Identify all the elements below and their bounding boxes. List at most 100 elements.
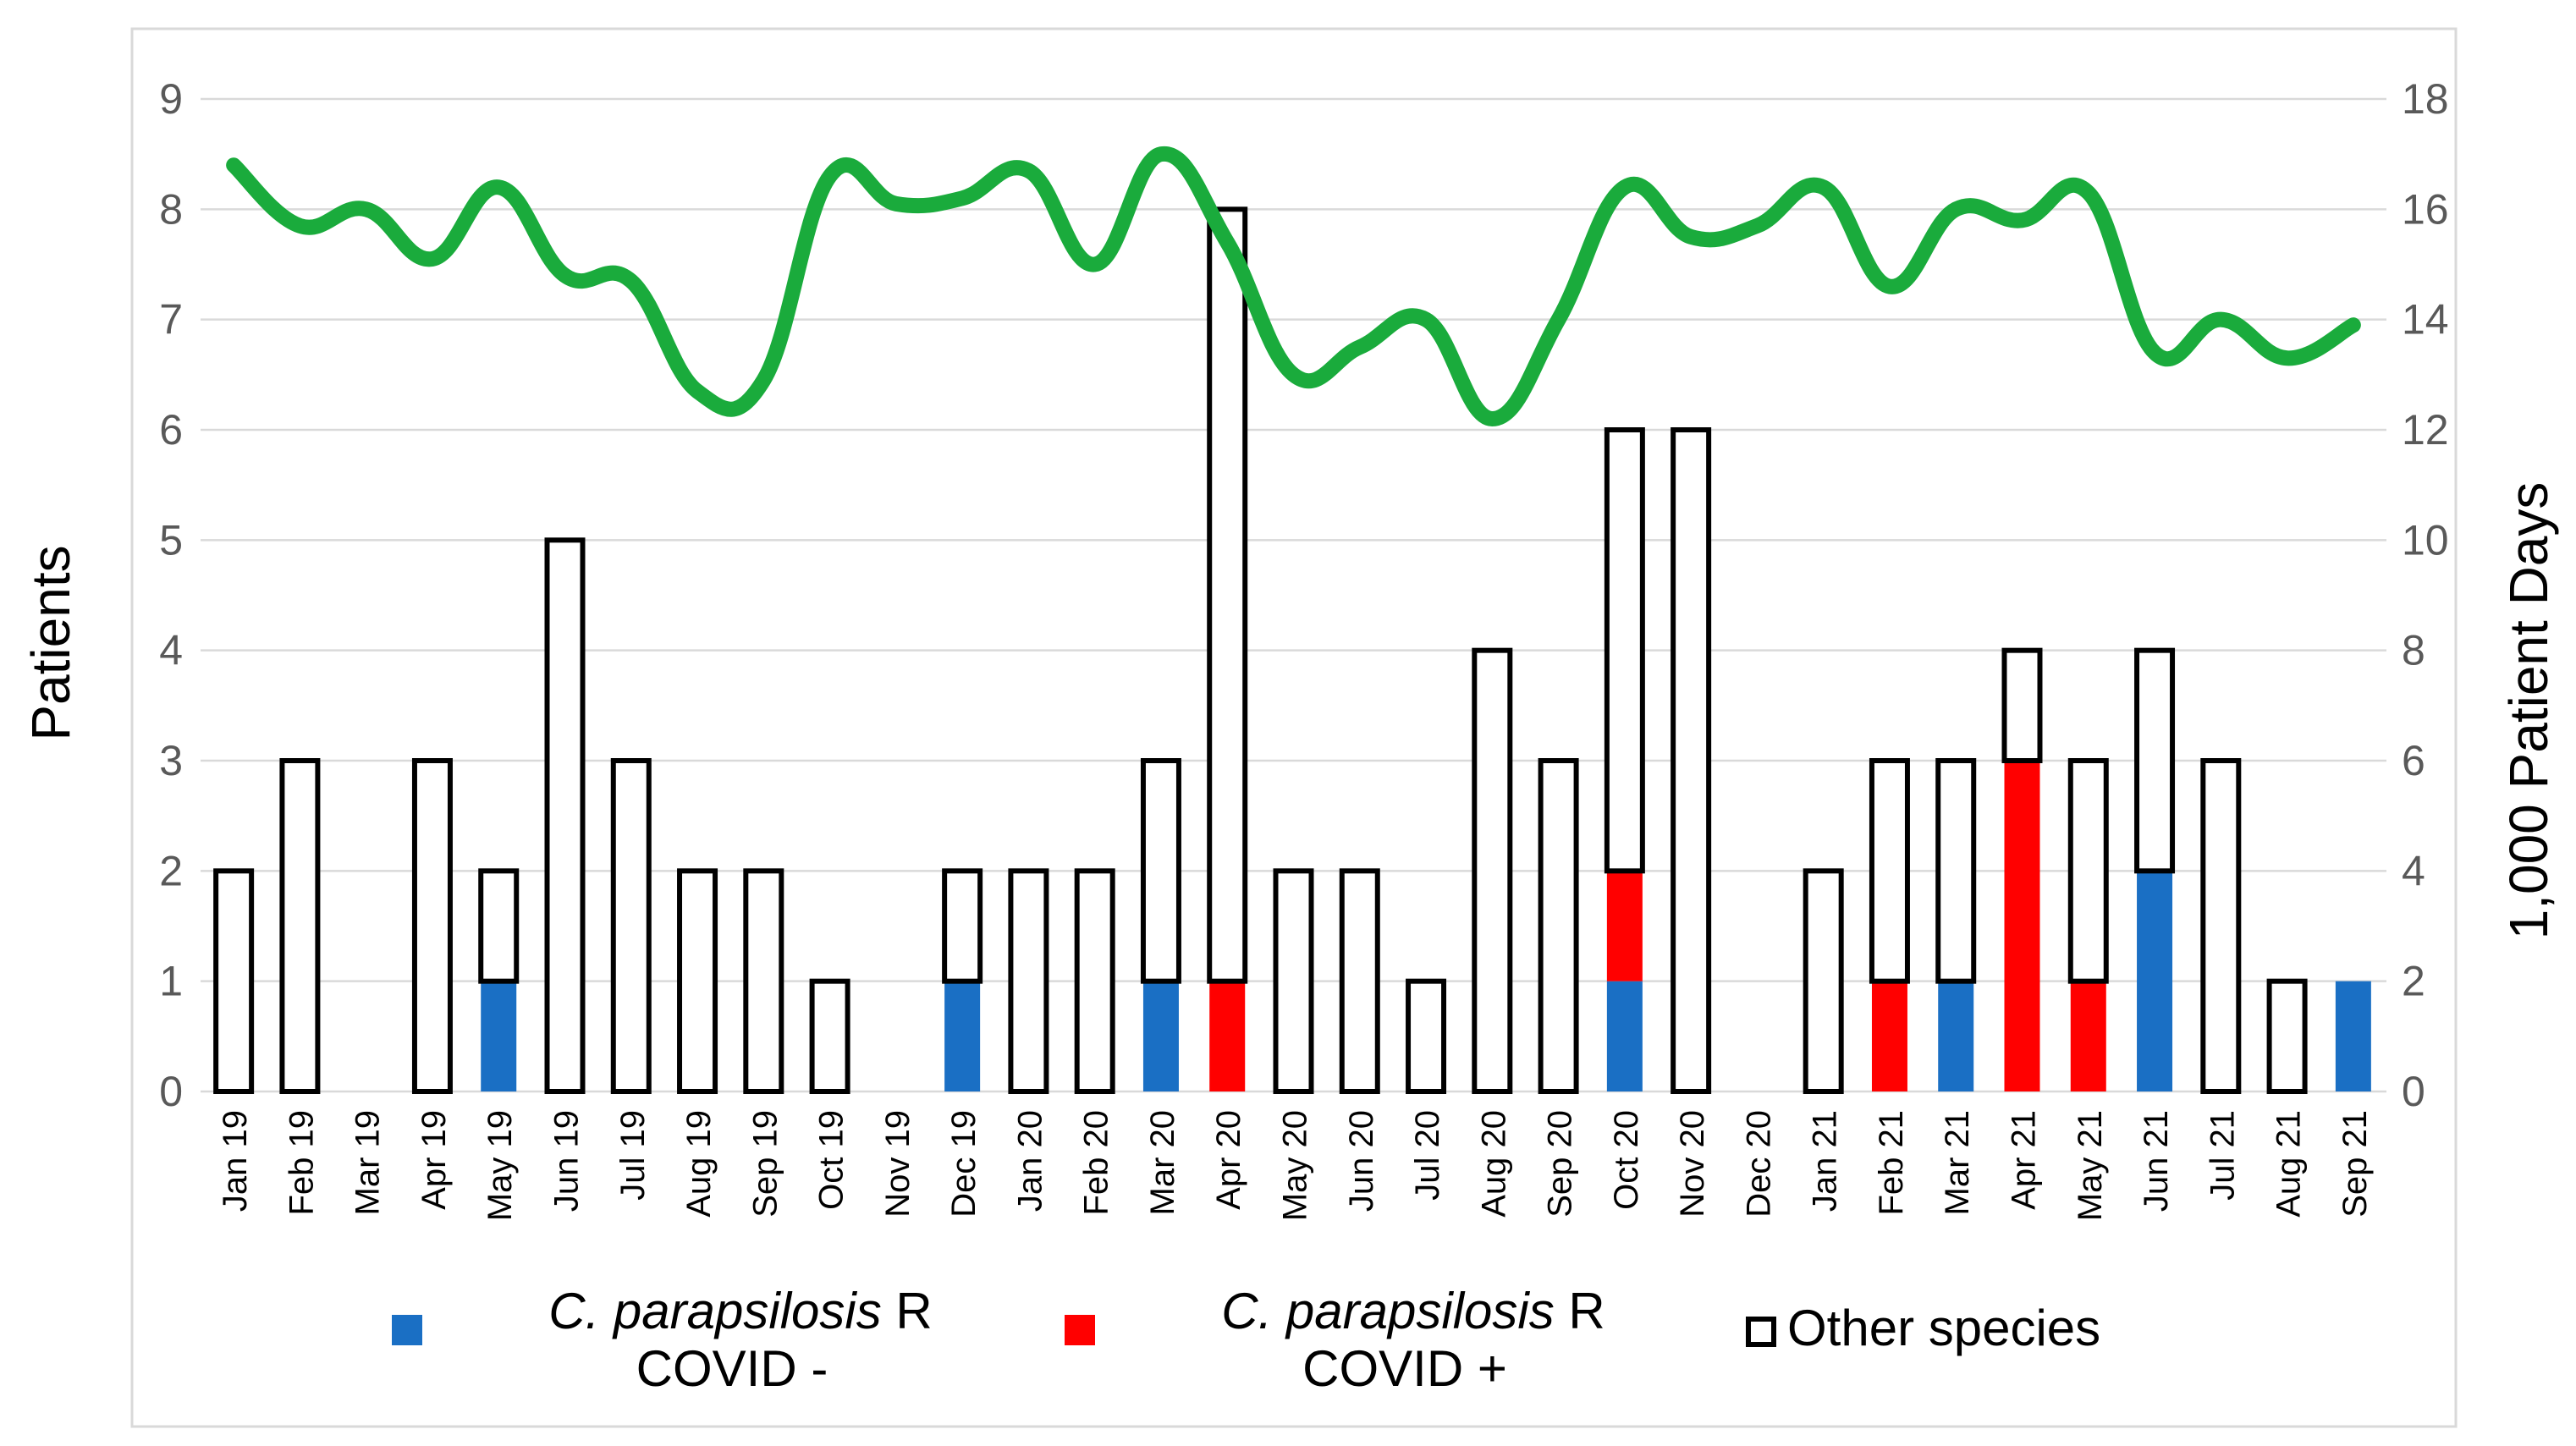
bar-segment bbox=[1207, 206, 1248, 984]
y-tick-label: 4 bbox=[159, 627, 183, 674]
y-tick-label: 0 bbox=[159, 1068, 183, 1115]
bar-segment bbox=[2001, 647, 2043, 764]
y-tick-label: 9 bbox=[159, 75, 183, 123]
y2-tick-label: 18 bbox=[2402, 75, 2449, 123]
y-tick-label: 8 bbox=[159, 185, 183, 233]
x-tick-label: Jan 21 bbox=[1807, 1110, 1844, 1212]
x-tick-label: May 20 bbox=[1277, 1110, 1314, 1221]
bar-segment bbox=[2137, 871, 2173, 1091]
bar-segment bbox=[1142, 981, 1179, 1091]
x-tick-label: Apr 19 bbox=[416, 1110, 453, 1210]
x-tick-label: Aug 19 bbox=[680, 1110, 718, 1218]
x-tick-label: Nov 20 bbox=[1674, 1110, 1711, 1218]
x-tick-label: Sep 21 bbox=[2337, 1110, 2374, 1218]
x-tick-label: Jun 20 bbox=[1343, 1110, 1380, 1212]
legend-swatch-other bbox=[1746, 1317, 1776, 1347]
bar-segment bbox=[944, 981, 981, 1091]
bar-segment bbox=[1008, 868, 1049, 1095]
x-tick-label: Mar 19 bbox=[350, 1110, 387, 1216]
x-tick-label: Feb 19 bbox=[283, 1110, 320, 1216]
bar-segment bbox=[1074, 868, 1115, 1095]
bar-segment bbox=[1406, 978, 1447, 1094]
bar-segment bbox=[1538, 758, 1579, 1094]
bar-segment bbox=[942, 868, 983, 984]
bar-segment bbox=[2134, 647, 2176, 874]
legend-label-suffix: R bbox=[882, 1283, 933, 1339]
x-axis-ticks: Jan 19 Feb 19 Mar 19 Apr 19 May 19 Jun 19 Jul … bbox=[217, 1110, 2374, 1221]
y-tick-label: 5 bbox=[159, 516, 183, 564]
bar-segment bbox=[677, 868, 718, 1095]
x-tick-label: Jun 21 bbox=[2138, 1110, 2175, 1212]
x-tick-label: Jul 19 bbox=[614, 1110, 652, 1201]
y-axis-left-label: Patients bbox=[20, 545, 81, 740]
legend-label-covid-neg-line2: COVID - bbox=[636, 1340, 828, 1397]
x-tick-label: Oct 19 bbox=[813, 1110, 850, 1210]
chart-border bbox=[130, 27, 2458, 1428]
x-tick-label: Sep 19 bbox=[746, 1110, 784, 1218]
x-tick-label: Jul 21 bbox=[2204, 1110, 2241, 1201]
y-tick-label: 6 bbox=[159, 406, 183, 454]
line-series-group bbox=[226, 146, 2361, 426]
x-tick-label: Feb 20 bbox=[1078, 1110, 1115, 1216]
bar-segment bbox=[1339, 868, 1380, 1095]
bar-segment bbox=[1209, 981, 1246, 1091]
y2-tick-label: 10 bbox=[2402, 516, 2449, 564]
x-tick-label: Oct 20 bbox=[1608, 1110, 1645, 1210]
patient-days-line bbox=[226, 146, 2361, 426]
y-tick-label: 1 bbox=[159, 958, 183, 1005]
legend-label-italic: C. parapsilosis bbox=[548, 1283, 882, 1339]
bar-segment bbox=[1140, 758, 1181, 984]
bar-segment bbox=[411, 758, 453, 1094]
x-tick-label: Jul 20 bbox=[1409, 1110, 1446, 1201]
legend-label-other: Other species bbox=[1787, 1300, 2100, 1356]
y2-tick-label: 14 bbox=[2402, 296, 2449, 344]
bar-segment bbox=[1472, 647, 1513, 1094]
bar-segment bbox=[1938, 981, 1974, 1091]
x-tick-label: Jan 19 bbox=[217, 1110, 254, 1212]
bar-segment bbox=[1871, 981, 1907, 1091]
x-tick-label: May 21 bbox=[2072, 1110, 2109, 1221]
x-tick-label: Jan 20 bbox=[1011, 1110, 1049, 1212]
y2-tick-label: 12 bbox=[2402, 406, 2449, 454]
bar-segment bbox=[610, 758, 652, 1094]
x-tick-label: Apr 21 bbox=[2006, 1110, 2043, 1210]
y-tick-label: 3 bbox=[159, 737, 183, 784]
x-tick-label: Feb 21 bbox=[1873, 1110, 1910, 1216]
legend-label-suffix: R bbox=[1555, 1283, 1605, 1339]
legend-label-covid-pos-line2: COVID + bbox=[1302, 1340, 1507, 1397]
bar-segment bbox=[1604, 427, 1645, 874]
legend-label-covid-neg: C. parapsilosis R bbox=[548, 1283, 933, 1339]
y2-tick-label: 16 bbox=[2402, 185, 2449, 233]
x-tick-label: Aug 21 bbox=[2271, 1110, 2308, 1218]
bar-segment bbox=[213, 868, 255, 1095]
bar-segment bbox=[2004, 761, 2040, 1091]
y2-tick-label: 2 bbox=[2402, 958, 2425, 1005]
bar-segment bbox=[1935, 758, 1977, 984]
bar-segment bbox=[544, 537, 586, 1094]
legend-label-italic: C. parapsilosis bbox=[1221, 1283, 1555, 1339]
bar-segment bbox=[1869, 758, 1910, 984]
legend-swatch-covid-neg bbox=[392, 1315, 422, 1345]
y2-tick-label: 8 bbox=[2402, 627, 2425, 674]
bar-segment bbox=[2335, 981, 2371, 1091]
bar-segment bbox=[1803, 868, 1844, 1095]
x-tick-label: Mar 21 bbox=[1939, 1110, 1976, 1216]
x-tick-label: Apr 20 bbox=[1210, 1110, 1247, 1210]
y2-tick-label: 6 bbox=[2402, 737, 2425, 784]
legend-label-covid-pos: C. parapsilosis R bbox=[1221, 1283, 1605, 1339]
bar-segment bbox=[1606, 871, 1643, 981]
bar-segment bbox=[2266, 978, 2308, 1094]
bar-segment bbox=[743, 868, 784, 1095]
x-tick-label: Sep 20 bbox=[1542, 1110, 1579, 1218]
x-tick-label: Nov 19 bbox=[879, 1110, 916, 1218]
y-tick-label: 7 bbox=[159, 296, 183, 344]
bar-series-group bbox=[213, 206, 2371, 1095]
bar-segment bbox=[1273, 868, 1314, 1095]
bar-segment bbox=[2200, 758, 2242, 1094]
bar-segment bbox=[1671, 427, 1712, 1094]
bar-segment bbox=[478, 868, 520, 984]
bar-segment bbox=[279, 758, 321, 1094]
